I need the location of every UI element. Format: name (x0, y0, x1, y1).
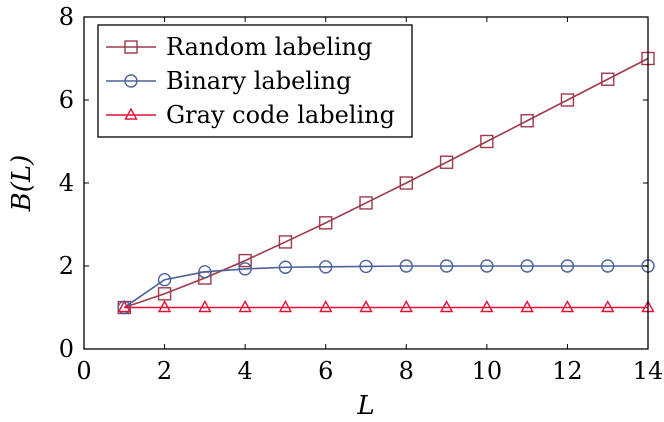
x-tick-label: 2 (157, 357, 172, 385)
series-binary-labeling (117, 259, 655, 315)
data-point (439, 300, 454, 313)
data-point (238, 262, 252, 276)
data-point (359, 196, 373, 210)
legend-item: Gray code labeling (106, 101, 395, 129)
data-point (480, 300, 494, 313)
data-point (359, 259, 373, 274)
data-point (319, 216, 333, 230)
y-axis-label: B(L) (7, 155, 37, 213)
data-point (157, 300, 172, 313)
data-point (399, 259, 413, 273)
data-point (601, 72, 615, 86)
legend: Random labeling Binary labeling Gray code … (97, 24, 413, 138)
y-tick-label: 8 (59, 3, 74, 31)
y-tick-label: 6 (59, 86, 74, 114)
axis-ticks: 0 2 4 6 8 10 12 14 0 2 4 6 8 (59, 3, 664, 385)
x-tick-label: 6 (318, 357, 333, 385)
x-tick-label: 12 (552, 357, 583, 385)
series-line (123, 265, 648, 309)
data-point (319, 260, 333, 274)
legend-marker (124, 74, 138, 88)
data-point (560, 93, 575, 107)
y-tick-label: 2 (59, 252, 74, 280)
legend-item: Random labeling (106, 33, 372, 61)
series-gray-code-labeling (117, 300, 655, 313)
x-axis-label: L (356, 391, 374, 421)
data-point (601, 300, 615, 313)
legend-marker (124, 107, 138, 120)
data-point (238, 300, 252, 313)
data-point (560, 259, 575, 273)
x-tick-label: 0 (76, 357, 91, 385)
data-point (198, 300, 212, 313)
x-tick-label: 8 (399, 357, 414, 385)
data-point (480, 259, 494, 273)
legend-marker (124, 40, 138, 54)
data-point (439, 155, 454, 169)
x-tick-label: 4 (238, 357, 253, 385)
data-point (157, 287, 172, 301)
data-point (359, 300, 373, 313)
data-point (520, 300, 534, 313)
data-point (117, 300, 131, 313)
data-point (560, 300, 575, 313)
x-tick-label: 10 (472, 357, 503, 385)
data-point (319, 300, 333, 313)
legend-label: Random labeling (166, 33, 372, 61)
data-point (278, 260, 293, 274)
data-point (520, 259, 534, 273)
x-tick-label: 14 (633, 357, 664, 385)
data-point (278, 235, 293, 249)
y-tick-label: 4 (59, 169, 74, 197)
series-line (124, 57, 649, 309)
data-point (399, 300, 413, 313)
data-point (157, 272, 172, 287)
data-point (480, 134, 494, 149)
data-point (601, 259, 615, 273)
data-point (198, 265, 212, 279)
legend-label: Gray code labeling (166, 101, 395, 129)
data-point (399, 176, 413, 190)
data-point (278, 300, 293, 313)
series-random-labeling (117, 51, 655, 315)
data-point (238, 253, 252, 268)
data-point (520, 114, 534, 128)
data-point (439, 259, 454, 273)
legend-label: Binary labeling (166, 67, 351, 95)
y-tick-label: 0 (59, 335, 74, 363)
legend-item: Binary labeling (106, 67, 351, 95)
